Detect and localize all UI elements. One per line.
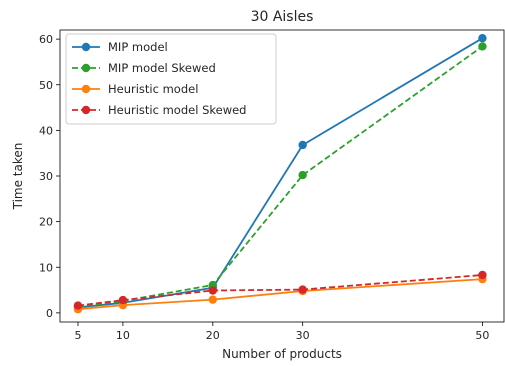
x-tick-label: 30 <box>296 329 310 342</box>
data-point <box>478 42 487 51</box>
chart-title: 30 Aisles <box>251 9 314 25</box>
legend-marker <box>81 42 91 52</box>
data-point <box>298 285 307 294</box>
x-axis-label: Number of products <box>222 347 342 361</box>
data-point <box>208 286 217 295</box>
legend-label: MIP model Skewed <box>108 61 216 75</box>
x-tick-label: 5 <box>74 329 81 342</box>
legend-label: MIP model <box>108 40 168 54</box>
legend: MIP model MIP model Skewed Heuristic model… <box>65 33 277 125</box>
legend-marker <box>81 105 91 115</box>
data-point <box>478 34 487 43</box>
y-tick-label: 10 <box>39 261 53 274</box>
series-line <box>77 278 483 311</box>
legend-marker <box>81 84 91 94</box>
data-point <box>118 295 128 305</box>
data-point <box>298 170 307 180</box>
x-tick-label: 20 <box>206 329 220 342</box>
y-tick-label: 30 <box>39 170 53 183</box>
x-tick-label: 50 <box>475 329 489 342</box>
y-tick-label: 50 <box>39 79 53 92</box>
data-point <box>208 295 217 304</box>
y-axis: 0 10 20 30 40 50 60 <box>39 33 60 320</box>
y-tick-label: 40 <box>39 124 53 137</box>
y-tick-label: 20 <box>39 216 53 229</box>
x-tick-label: 10 <box>116 329 130 342</box>
data-point <box>73 301 83 310</box>
legend-box <box>65 33 277 125</box>
y-tick-label: 60 <box>39 33 53 46</box>
y-axis-label: Time taken <box>11 143 25 211</box>
y-tick-label: 0 <box>46 307 53 320</box>
legend-label: Heuristic model Skewed <box>108 103 246 117</box>
data-point <box>478 270 487 280</box>
series-layer <box>73 34 487 314</box>
data-point <box>298 140 307 150</box>
x-axis: 5 10 20 30 50 <box>74 322 489 342</box>
legend-label: Heuristic model <box>108 82 198 96</box>
legend-marker <box>81 63 91 73</box>
